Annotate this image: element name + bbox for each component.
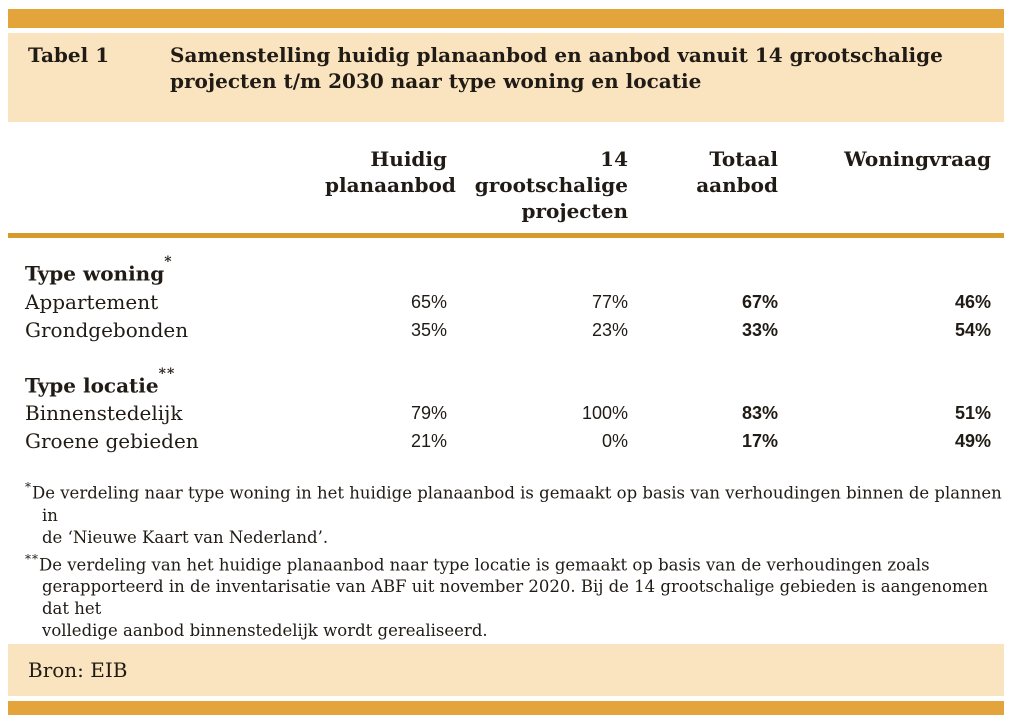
section-heading-text: Type locatie (25, 373, 159, 398)
footnote-1-text: De verdeling naar type woning in het hui… (32, 483, 1002, 547)
footnote-marker: ** (158, 365, 176, 382)
header-empty-cell (25, 146, 325, 224)
footnote-2-text: De verdeling van het huidige planaanbod … (39, 555, 988, 641)
source-panel: Bron: EIB (8, 644, 1004, 697)
row-label: Appartement (25, 289, 159, 314)
row-label: Groene gebieden (25, 429, 199, 454)
footnote-2: **De verdeling van het huidige planaanbo… (25, 549, 1004, 643)
column-header-huidig-planaanbod: Huidig planaanbod (325, 147, 456, 197)
cell-value: 49% (954, 431, 991, 452)
cell-value: 46% (954, 291, 991, 312)
cell-value: 51% (954, 403, 991, 424)
table-caption-panel: Tabel 1 Samenstelling huidig planaanbod … (8, 33, 1004, 122)
row-label: Grondgebonden (25, 317, 189, 342)
cell-value: 35% (410, 319, 447, 340)
table-header-row: Huidig planaanbod 14 grootschalige proje… (25, 146, 991, 224)
cell-value: 17% (741, 431, 778, 452)
cell-value: 23% (591, 319, 628, 340)
cell-value: 77% (591, 291, 628, 312)
footnote-marker: * (164, 254, 173, 270)
row-label: Binnenstedelijk (25, 401, 183, 426)
data-table: Huidig planaanbod 14 grootschalige proje… (8, 146, 1004, 224)
section-heading-type-woning: Type woning* (25, 254, 325, 288)
cell-value: 54% (954, 319, 991, 340)
table-row: Grondgebonden 35% 23% 33% 54% (25, 316, 991, 344)
table-body: Type woning* Appartement 65% 77% 67% 46%… (8, 254, 1004, 455)
cell-value: 79% (410, 403, 447, 424)
section-heading-text: Type woning (25, 261, 165, 286)
cell-value: 33% (741, 319, 778, 340)
cell-value: 65% (410, 291, 447, 312)
column-header-totaal-aanbod: Totaal aanbod (696, 147, 778, 197)
footnote-1-marker: * (25, 480, 32, 495)
footnote-1: *De verdeling naar type woning in het hu… (25, 477, 1004, 549)
cell-value: 21% (410, 431, 447, 452)
source-label: Bron: EIB (28, 658, 128, 683)
footnote-2-marker: ** (25, 551, 39, 566)
table-row: Binnenstedelijk 79% 100% 83% 51% (25, 399, 991, 427)
cell-value: 0% (601, 431, 628, 452)
cell-value: 83% (741, 403, 778, 424)
bottom-accent-bar (8, 701, 1004, 715)
header-rule (8, 233, 1004, 238)
table-figure: Tabel 1 Samenstelling huidig planaanbod … (0, 9, 1012, 715)
table-number-label: Tabel 1 (28, 43, 110, 67)
cell-value: 100% (581, 403, 628, 424)
section-heading-row: Type locatie** (25, 365, 991, 400)
table-row: Groene gebieden 21% 0% 17% 49% (25, 427, 991, 455)
column-header-14-grootschalige-projecten: 14 grootschalige projecten (474, 147, 628, 223)
table-title: Samenstelling huidig planaanbod en aanbo… (170, 43, 943, 93)
section-heading-type-locatie: Type locatie** (25, 365, 325, 400)
column-header-woningvraag: Woningvraag (844, 147, 991, 171)
footnotes: *De verdeling naar type woning in het hu… (25, 477, 1004, 642)
table-row: Appartement 65% 77% 67% 46% (25, 288, 991, 316)
top-accent-bar (8, 9, 1004, 28)
section-heading-row: Type woning* (25, 254, 991, 288)
cell-value: 67% (741, 291, 778, 312)
